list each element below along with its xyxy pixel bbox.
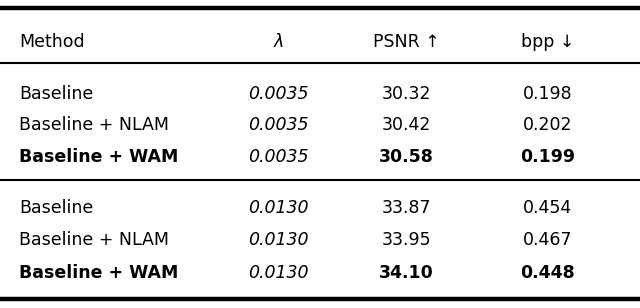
Text: Baseline + NLAM: Baseline + NLAM — [19, 116, 169, 134]
Text: Baseline: Baseline — [19, 199, 93, 217]
Text: 0.467: 0.467 — [522, 231, 572, 249]
Text: 0.0130: 0.0130 — [248, 264, 308, 282]
Text: 0.198: 0.198 — [522, 85, 572, 103]
Text: 0.448: 0.448 — [520, 264, 575, 282]
Text: Baseline: Baseline — [19, 85, 93, 103]
Text: 34.10: 34.10 — [379, 264, 434, 282]
Text: 0.0035: 0.0035 — [248, 148, 308, 166]
Text: 30.32: 30.32 — [381, 85, 431, 103]
Text: 0.454: 0.454 — [523, 199, 572, 217]
Text: 0.0130: 0.0130 — [248, 231, 308, 249]
Text: 30.58: 30.58 — [379, 148, 434, 166]
Text: 0.0035: 0.0035 — [248, 116, 308, 134]
Text: 0.202: 0.202 — [522, 116, 572, 134]
Text: Method: Method — [19, 33, 85, 51]
Text: 0.199: 0.199 — [520, 148, 575, 166]
Text: bpp ↓: bpp ↓ — [520, 33, 574, 51]
Text: Baseline + NLAM: Baseline + NLAM — [19, 231, 169, 249]
Text: 33.87: 33.87 — [381, 199, 431, 217]
Text: Baseline + WAM: Baseline + WAM — [19, 264, 179, 282]
Text: Baseline + WAM: Baseline + WAM — [19, 148, 179, 166]
Text: 33.95: 33.95 — [381, 231, 431, 249]
Text: PSNR ↑: PSNR ↑ — [373, 33, 440, 51]
Text: 0.0035: 0.0035 — [248, 85, 308, 103]
Text: 0.0130: 0.0130 — [248, 199, 308, 217]
Text: λ: λ — [273, 33, 284, 51]
Text: 30.42: 30.42 — [381, 116, 431, 134]
